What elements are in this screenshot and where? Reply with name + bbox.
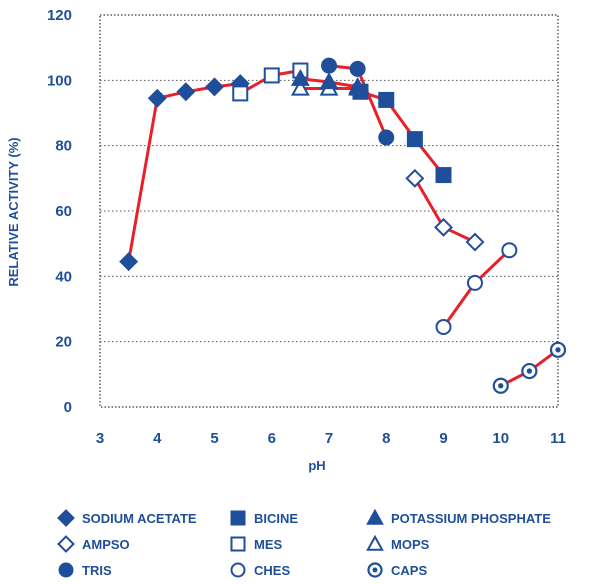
y-tick-label: 0 xyxy=(64,399,72,416)
legend-item-potassium-phosphate: POTASSIUM PHOSPHATE xyxy=(366,508,551,526)
legend-label-caps: CAPS xyxy=(391,563,427,578)
legend-item-ches: CHES xyxy=(230,562,290,578)
x-tick-label: 9 xyxy=(439,430,447,447)
y-tick-label: 120 xyxy=(47,7,72,24)
point-tris-2 xyxy=(378,129,395,146)
point-sodium-acetate-0 xyxy=(119,252,139,272)
point-mes-0 xyxy=(232,85,249,102)
point-sodium-acetate-1 xyxy=(147,88,167,108)
point-caps-1 xyxy=(521,362,538,380)
legend-label-mops: MOPS xyxy=(391,537,430,552)
series-line-sodium-acetate xyxy=(127,82,241,262)
point-ches-1 xyxy=(466,274,483,291)
legend-marker-ampso xyxy=(57,535,75,553)
x-tick-label: 3 xyxy=(96,430,104,447)
series-line-bicine xyxy=(360,90,445,177)
y-tick-label: 20 xyxy=(55,334,72,351)
legend-marker-mes xyxy=(230,536,246,552)
x-axis-label: pH xyxy=(308,458,325,473)
point-tris-1 xyxy=(349,60,366,77)
point-potassium-phosphate-0 xyxy=(290,68,310,86)
legend: SODIUM ACETATE BICINE POTASSIUM PHOSPHATE A… xyxy=(57,508,551,578)
x-tick-label: 4 xyxy=(153,430,162,447)
point-ampso-2 xyxy=(465,232,485,252)
point-ches-2 xyxy=(501,242,518,259)
legend-item-bicine: BICINE xyxy=(230,510,298,526)
point-caps-2 xyxy=(549,341,567,358)
legend-marker-potassium-phosphate xyxy=(366,508,384,525)
point-caps-0 xyxy=(492,377,509,394)
y-tick-label: 40 xyxy=(55,268,72,285)
point-ampso-1 xyxy=(434,217,453,237)
point-sodium-acetate-2 xyxy=(176,82,196,102)
y-axis-label: RELATIVE ACTIVITY (%) xyxy=(6,137,21,286)
plot-frame xyxy=(99,14,559,408)
point-bicine-3 xyxy=(435,167,452,184)
x-tick-label: 6 xyxy=(268,430,276,447)
legend-label-mes: MES xyxy=(254,537,283,552)
legend-item-ampso: AMPSO xyxy=(57,535,130,553)
x-tick-label: 11 xyxy=(550,430,566,447)
legend-label-ampso: AMPSO xyxy=(82,537,130,552)
point-ampso-0 xyxy=(405,168,425,188)
x-tick-label: 10 xyxy=(492,430,509,447)
legend-item-mes: MES xyxy=(230,536,283,552)
y-tick-label: 100 xyxy=(47,72,72,89)
legend-item-tris: TRIS xyxy=(58,562,112,578)
legend-marker-tris xyxy=(58,562,74,578)
legend-item-sodium-acetate: SODIUM ACETATE xyxy=(57,509,197,527)
plot-border xyxy=(99,14,559,408)
legend-marker-bicine xyxy=(230,510,246,526)
x-tick-label: 5 xyxy=(210,430,218,447)
legend-label-potassium-phosphate: POTASSIUM PHOSPHATE xyxy=(391,511,551,526)
tick-labels: 3 4 5 6 7 8 9 10 11 0 20 40 60 80 100 120 xyxy=(47,7,566,447)
x-tick-label: 7 xyxy=(325,430,333,447)
series-lines xyxy=(127,64,559,388)
point-bicine-2 xyxy=(406,131,423,148)
point-bicine-0 xyxy=(352,83,369,100)
legend-item-mops: MOPS xyxy=(366,534,430,552)
legend-label-sodium-acetate: SODIUM ACETATE xyxy=(82,511,197,526)
legend-label-ches: CHES xyxy=(254,563,290,578)
point-tris-0 xyxy=(321,57,337,74)
point-sodium-acetate-3 xyxy=(205,77,224,97)
y-tick-label: 60 xyxy=(55,203,72,220)
point-bicine-1 xyxy=(378,91,395,108)
legend-marker-caps xyxy=(367,562,383,578)
series-markers xyxy=(119,57,567,394)
point-mes-1 xyxy=(263,67,280,84)
legend-marker-sodium-acetate xyxy=(57,509,75,527)
legend-marker-ches xyxy=(230,562,246,578)
legend-label-bicine: BICINE xyxy=(254,511,298,526)
grid-lines xyxy=(100,79,558,343)
y-tick-label: 80 xyxy=(55,138,72,155)
point-potassium-phosphate-1 xyxy=(319,72,339,90)
x-tick-label: 8 xyxy=(382,430,390,447)
legend-item-caps: CAPS xyxy=(367,562,427,578)
point-ches-0 xyxy=(435,318,452,335)
legend-marker-mops xyxy=(366,534,384,551)
point-mops-0 xyxy=(290,78,310,96)
legend-label-tris: TRIS xyxy=(82,563,112,578)
